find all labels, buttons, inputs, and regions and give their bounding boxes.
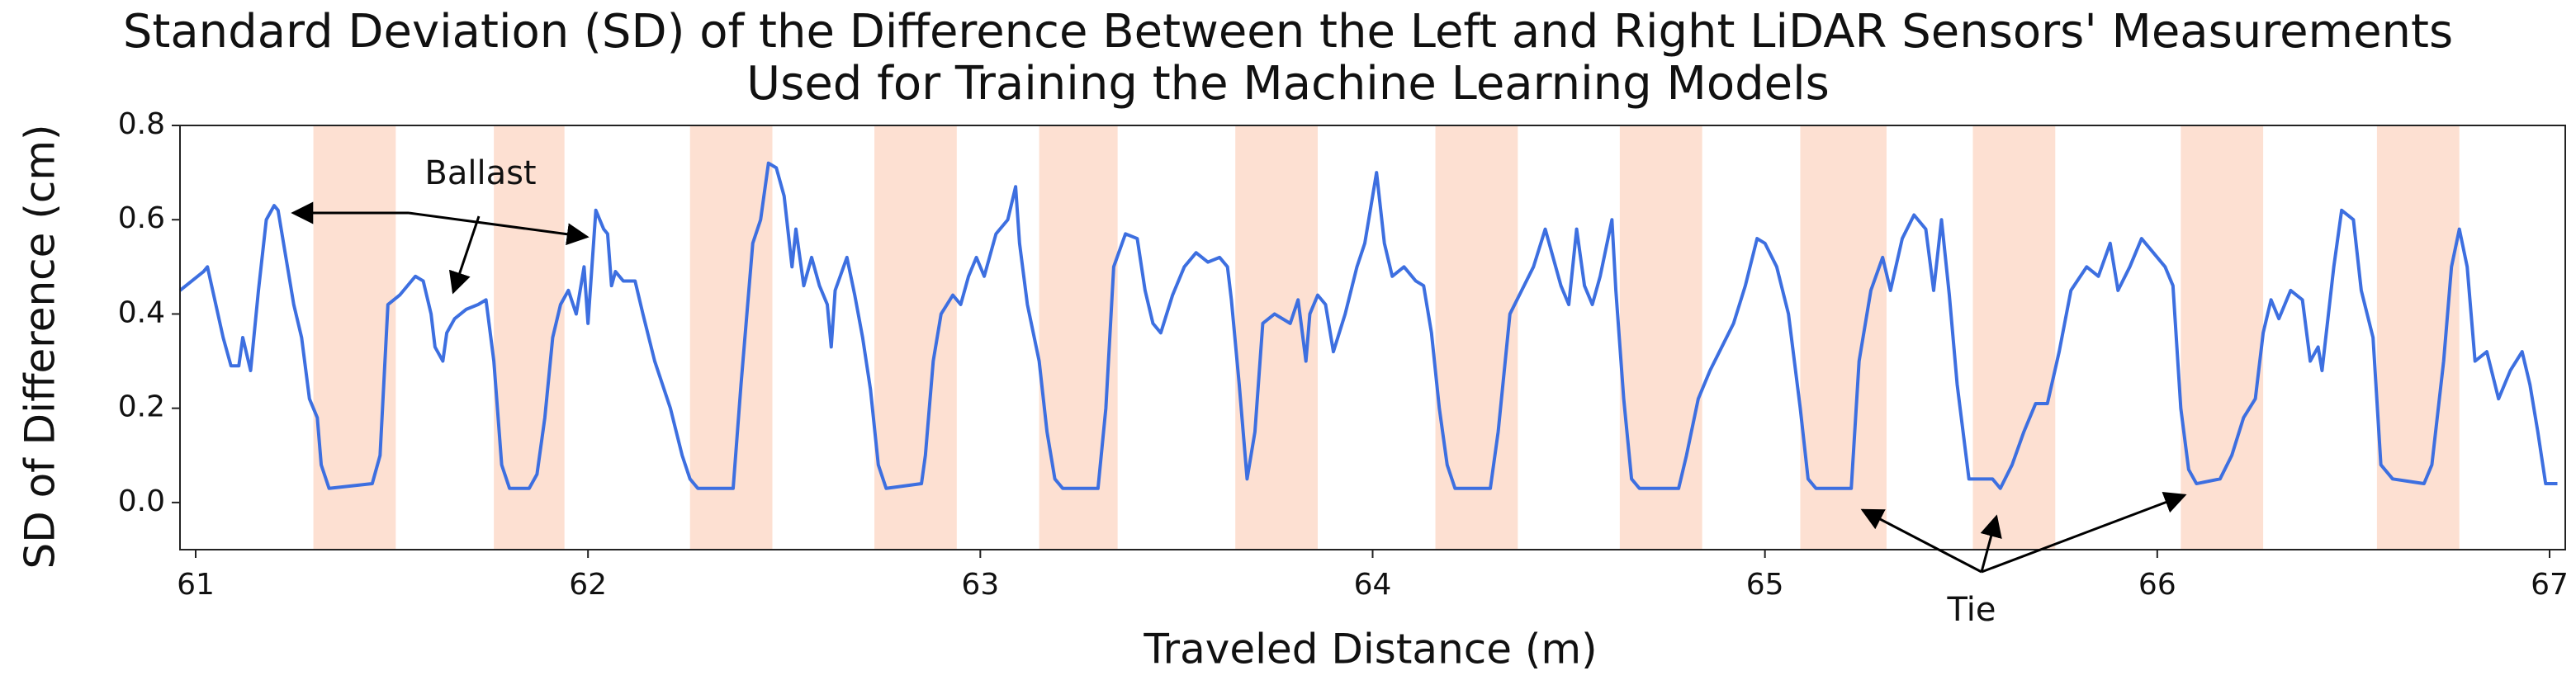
arrow: [1860, 508, 1982, 574]
tie-region: [1800, 125, 1887, 550]
arrow: [408, 211, 590, 246]
x-axis-label: Traveled Distance (m): [1143, 626, 1597, 673]
arrow: [1980, 514, 2002, 573]
tie-region: [1039, 125, 1118, 550]
ballast-annotation: Ballast: [291, 154, 590, 295]
y-tick-label: 0.8: [118, 107, 165, 141]
y-tick-label: 0.2: [118, 390, 165, 424]
y-tick-label: 0.6: [118, 201, 165, 235]
tie-annotation: Tie: [1860, 491, 2187, 629]
x-tick-label: 61: [177, 568, 215, 602]
y-tick-label: 0.0: [118, 484, 165, 518]
x-tick-label: 62: [569, 568, 607, 602]
chart-title: Used for Training the Machine Learning M…: [746, 57, 1830, 111]
tie-region: [874, 125, 957, 550]
data-line: [178, 161, 2558, 490]
y-tick-label: 0.4: [118, 295, 165, 329]
tie-region: [689, 125, 773, 550]
annotation: Tie: [1947, 591, 1996, 629]
tie-region: [1619, 125, 1702, 550]
x-tick-label: 67: [2531, 568, 2569, 602]
arrow: [448, 215, 481, 295]
x-tick-label: 66: [2138, 568, 2176, 602]
arrow: [1981, 491, 2187, 574]
annotation: Ballast: [424, 154, 536, 192]
tie-region: [1435, 125, 1518, 550]
tie-region: [2181, 125, 2264, 550]
chart-title: Standard Deviation (SD) of the Differenc…: [123, 5, 2453, 59]
y-axis-label: SD of Difference (cm): [17, 124, 64, 569]
x-tick-label: 63: [961, 568, 999, 602]
tie-region: [1972, 125, 2056, 550]
x-tick-label: 64: [1354, 568, 1392, 602]
plot-area: 0.0 0.2 0.4 0.6 0.8 61 62 63 64 65 66 67: [118, 107, 2569, 602]
x-tick-label: 65: [1746, 568, 1784, 602]
tie-region: [1235, 125, 1318, 550]
